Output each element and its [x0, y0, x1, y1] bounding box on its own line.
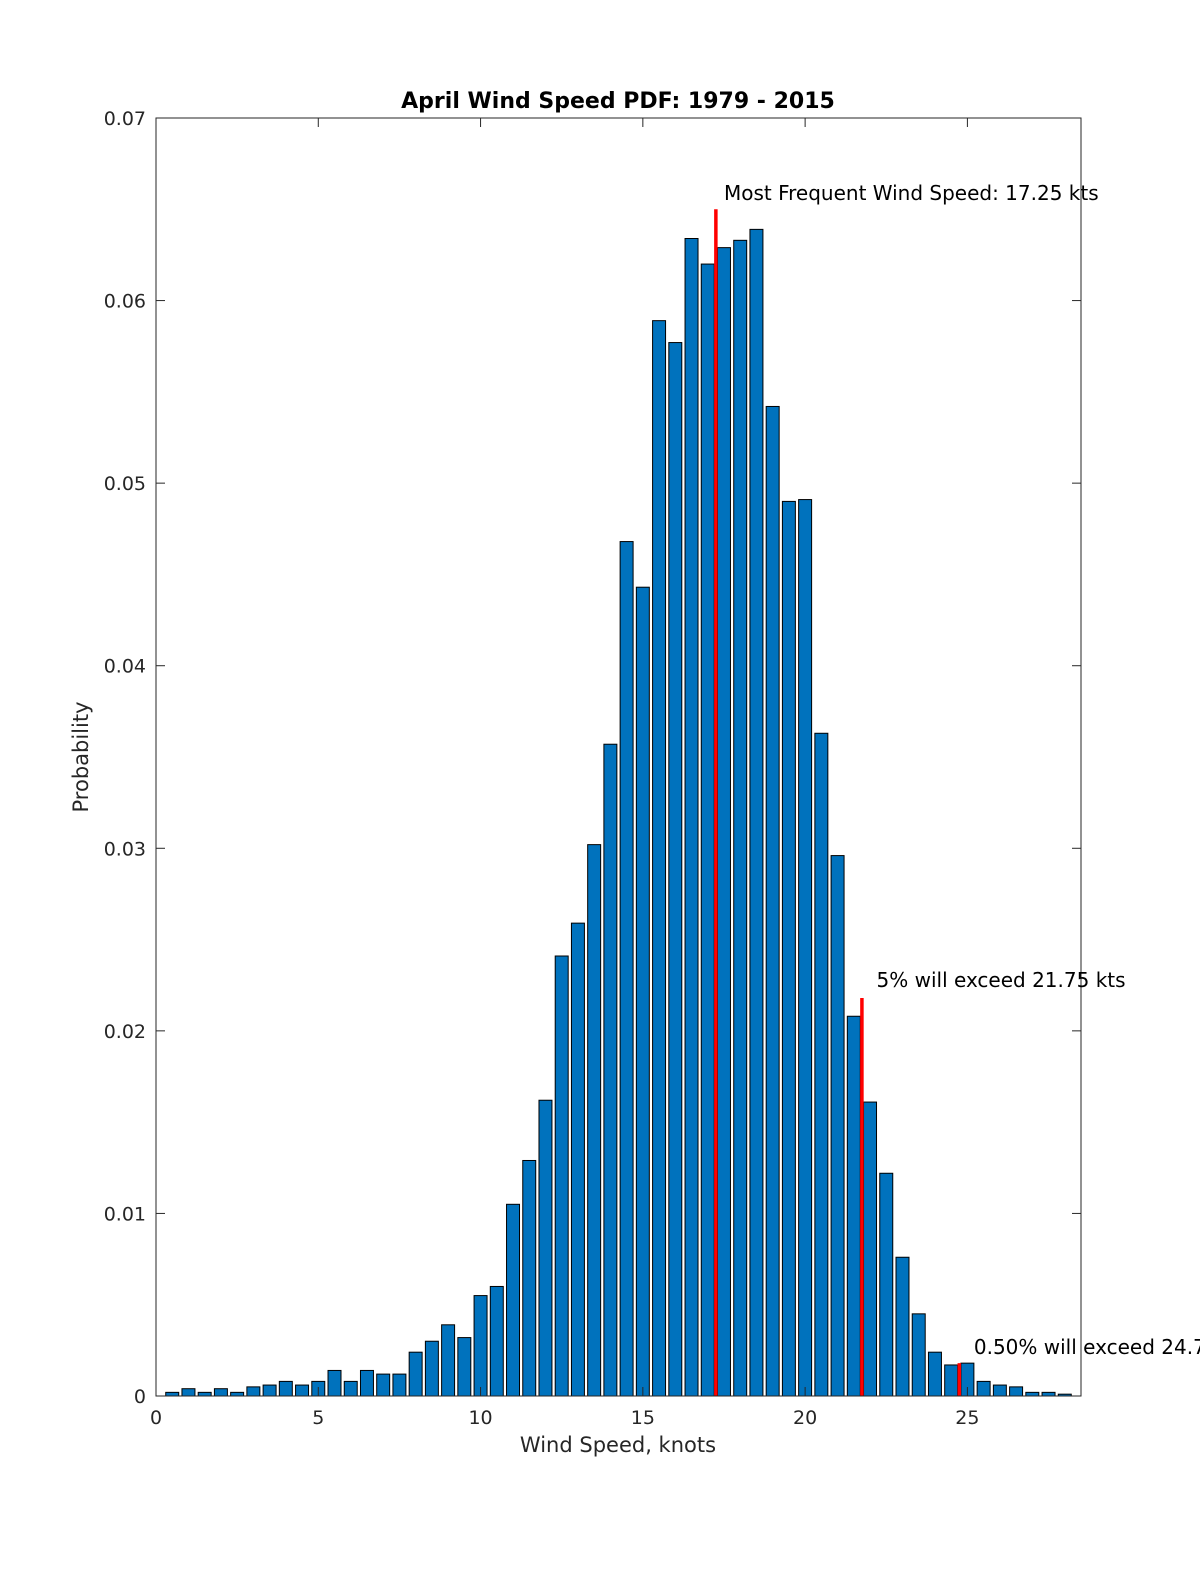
bar: [165, 1391, 180, 1397]
bar: [262, 1384, 277, 1397]
bar: [635, 586, 650, 1397]
y-tick-label: 0.03: [104, 838, 146, 860]
bar: [863, 1101, 878, 1397]
bar: [570, 922, 585, 1397]
x-axis-label: Wind Speed, knots: [520, 1433, 716, 1457]
annotation-3: 0.50% will exceed 24.75 kts: [974, 1335, 1200, 1359]
annotation-2: 5% will exceed 21.75 kts: [877, 968, 1126, 992]
bar: [554, 955, 569, 1397]
y-tick-label: 0.02: [104, 1021, 146, 1043]
x-tick-label: 5: [312, 1407, 324, 1429]
bar: [781, 500, 796, 1397]
bar: [457, 1337, 472, 1397]
bar: [587, 844, 602, 1397]
bar: [246, 1386, 261, 1397]
bar: [1025, 1391, 1040, 1397]
bar: [684, 238, 699, 1397]
x-tick-label: 10: [468, 1407, 492, 1429]
bar: [749, 228, 764, 1397]
bar: [603, 743, 618, 1397]
bar: [879, 1172, 894, 1397]
y-tick-label: 0.05: [104, 473, 146, 495]
bar: [911, 1313, 926, 1397]
x-tick-label: 0: [150, 1407, 162, 1429]
bar: [506, 1203, 521, 1397]
bar: [213, 1388, 228, 1397]
y-axis-label: Probability: [69, 701, 93, 812]
bar: [814, 732, 829, 1397]
bar: [197, 1391, 212, 1397]
bar: [716, 247, 731, 1397]
bar: [408, 1351, 423, 1397]
x-tick-label: 25: [955, 1407, 979, 1429]
bar: [1009, 1386, 1024, 1397]
y-tick-label: 0.01: [104, 1203, 146, 1225]
bar: [392, 1373, 407, 1397]
bar: [976, 1380, 991, 1397]
bar: [619, 541, 634, 1397]
x-tick-label: 15: [631, 1407, 655, 1429]
bar: [424, 1340, 439, 1397]
bar: [798, 499, 813, 1397]
bar: [278, 1380, 293, 1397]
bar: [830, 855, 845, 1397]
bar: [927, 1351, 942, 1397]
bar: [733, 239, 748, 1397]
bar: [538, 1099, 553, 1397]
bar: [327, 1369, 342, 1397]
bar-series: [165, 228, 1072, 1397]
bar: [295, 1384, 310, 1397]
y-tick-label: 0.07: [104, 108, 146, 130]
bar: [343, 1380, 358, 1397]
marker-lines: [714, 209, 962, 1396]
bar: [359, 1369, 374, 1397]
tick-labels: 0 5 10 15 20 25 0 0.01 0.02 0.03 0.04 0.05 0.06 0.07: [104, 108, 980, 1429]
bar: [944, 1364, 959, 1397]
bar: [522, 1159, 537, 1397]
plot-frame: [155, 117, 1082, 1397]
bar: [230, 1391, 245, 1397]
bar: [668, 342, 683, 1397]
annotation-1: Most Frequent Wind Speed: 17.25 kts: [724, 181, 1099, 205]
bar: [441, 1324, 456, 1397]
bar: [992, 1384, 1007, 1397]
bar: [846, 1015, 861, 1397]
bar: [700, 263, 715, 1397]
bar: [489, 1285, 504, 1397]
annotations: Most Frequent Wind Speed: 17.25 kts 5% wi…: [724, 181, 1200, 1359]
y-tick-label: 0.06: [104, 291, 146, 313]
plot-area: [156, 118, 1081, 1396]
x-tick-label: 20: [793, 1407, 817, 1429]
y-tick-label: 0: [134, 1386, 146, 1408]
y-tick-label: 0.04: [104, 656, 146, 678]
bar: [765, 405, 780, 1397]
bar: [1041, 1391, 1056, 1397]
bar: [376, 1373, 391, 1397]
bar: [473, 1295, 488, 1397]
bar: [181, 1388, 196, 1397]
bar: [895, 1256, 910, 1397]
chart-title: April Wind Speed PDF: 1979 - 2015: [401, 89, 835, 114]
bar: [652, 320, 667, 1397]
